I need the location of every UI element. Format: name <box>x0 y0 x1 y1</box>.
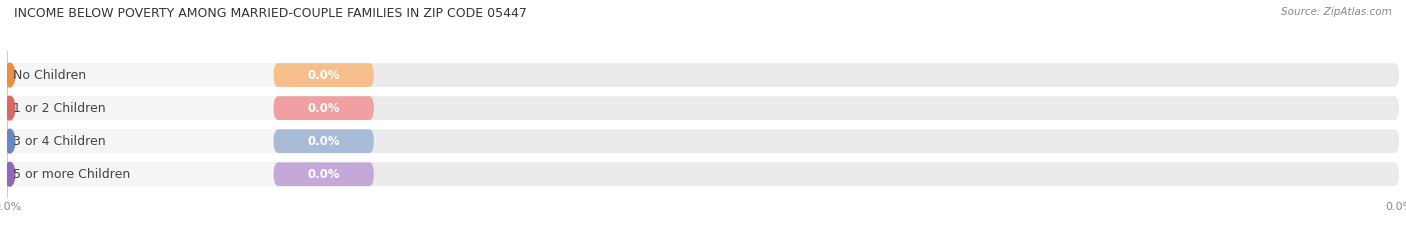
FancyBboxPatch shape <box>7 162 284 186</box>
Text: 0.0%: 0.0% <box>308 135 340 148</box>
Circle shape <box>4 96 15 120</box>
Circle shape <box>4 63 15 87</box>
Circle shape <box>4 162 15 186</box>
Text: No Children: No Children <box>13 69 86 82</box>
FancyBboxPatch shape <box>274 162 374 186</box>
FancyBboxPatch shape <box>274 63 374 87</box>
FancyBboxPatch shape <box>274 129 374 153</box>
FancyBboxPatch shape <box>7 63 1399 87</box>
FancyBboxPatch shape <box>7 129 284 153</box>
Text: 0.0%: 0.0% <box>308 69 340 82</box>
FancyBboxPatch shape <box>7 96 284 120</box>
Text: 3 or 4 Children: 3 or 4 Children <box>13 135 105 148</box>
Text: 1 or 2 Children: 1 or 2 Children <box>13 102 105 115</box>
FancyBboxPatch shape <box>7 129 1399 153</box>
FancyBboxPatch shape <box>7 96 1399 120</box>
Text: 5 or more Children: 5 or more Children <box>13 168 131 181</box>
FancyBboxPatch shape <box>7 162 1399 186</box>
Circle shape <box>4 129 15 153</box>
FancyBboxPatch shape <box>274 96 374 120</box>
Text: 0.0%: 0.0% <box>308 102 340 115</box>
Text: Source: ZipAtlas.com: Source: ZipAtlas.com <box>1281 7 1392 17</box>
FancyBboxPatch shape <box>7 63 284 87</box>
Text: 0.0%: 0.0% <box>308 168 340 181</box>
Text: INCOME BELOW POVERTY AMONG MARRIED-COUPLE FAMILIES IN ZIP CODE 05447: INCOME BELOW POVERTY AMONG MARRIED-COUPL… <box>14 7 527 20</box>
